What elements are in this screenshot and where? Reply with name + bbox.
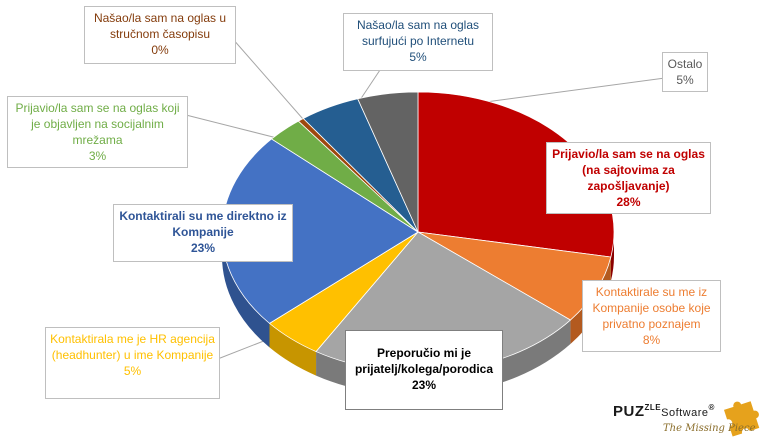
callout-slice-6: Našao/la sam na oglas u stručnom časopis… bbox=[84, 6, 236, 64]
logo-tagline: The Missing Piece bbox=[663, 423, 756, 434]
callout-pct-6: 0% bbox=[151, 43, 169, 57]
callout-label-7: Našao/la sam na oglas surfujući po Inter… bbox=[356, 18, 480, 48]
callout-pct-5: 3% bbox=[88, 149, 107, 163]
callout-pct-3: 5% bbox=[123, 364, 142, 378]
puzzle-software-logo: PUZZLESoftware® The Missing Piece bbox=[613, 395, 763, 441]
callout-label-8: Ostalo bbox=[667, 57, 703, 71]
callout-pct-2: 23% bbox=[411, 378, 437, 392]
callout-label-6: Našao/la sam na oglas u stručnom časopis… bbox=[93, 11, 227, 41]
logo-wordmark: PUZZLESoftware® bbox=[613, 403, 715, 420]
callout-slice-2: Preporučio mi je prijatelj/kolega/porodi… bbox=[345, 330, 503, 410]
callout-label-3: Kontaktirala me je HR agencija (headhunt… bbox=[50, 332, 215, 362]
callout-slice-1: Kontaktirale su me iz Kompanije osobe ko… bbox=[582, 280, 721, 352]
callout-pct-1: 8% bbox=[642, 333, 661, 347]
logo-brand-stacked: ZLE bbox=[644, 403, 662, 412]
callout-slice-5: Prijavio/la sam se na oglas koji je obja… bbox=[7, 96, 188, 168]
callout-pct-8: 5% bbox=[676, 73, 694, 87]
puzzle-piece-icon bbox=[723, 401, 760, 437]
pie-slice-8 bbox=[357, 91, 419, 233]
pie-side-3 bbox=[269, 323, 317, 376]
logo-brand: PUZ bbox=[613, 403, 645, 420]
callout-pct-0: 28% bbox=[616, 195, 641, 209]
logo-trademark: ® bbox=[708, 403, 715, 412]
logo-brand-suffix: Software bbox=[661, 407, 709, 419]
pie-side-4 bbox=[222, 232, 270, 348]
callout-slice-8: Ostalo 5% bbox=[662, 52, 708, 92]
pie-side-0 bbox=[610, 232, 614, 282]
callout-label-2: Preporučio mi je prijatelj/kolega/porodi… bbox=[354, 346, 494, 376]
callout-slice-4: Kontaktirali su me direktno iz Kompanije… bbox=[113, 204, 293, 262]
callout-slice-7: Našao/la sam na oglas surfujući po Inter… bbox=[343, 13, 493, 71]
callout-slice-3: Kontaktirala me je HR agencija (headhunt… bbox=[45, 327, 220, 399]
callout-pct-7: 5% bbox=[409, 50, 427, 64]
callout-slice-0: Prijavio/la sam se na oglas (na sajtovim… bbox=[546, 142, 711, 214]
callout-pct-4: 23% bbox=[190, 241, 216, 255]
callout-label-1: Kontaktirale su me iz Kompanije osobe ko… bbox=[592, 285, 711, 331]
callout-label-0: Prijavio/la sam se na oglas (na sajtovim… bbox=[552, 147, 705, 193]
callout-label-5: Prijavio/la sam se na oglas koji je obja… bbox=[15, 101, 180, 147]
callout-label-4: Kontaktirali su me direktno iz Kompanije bbox=[119, 209, 287, 239]
